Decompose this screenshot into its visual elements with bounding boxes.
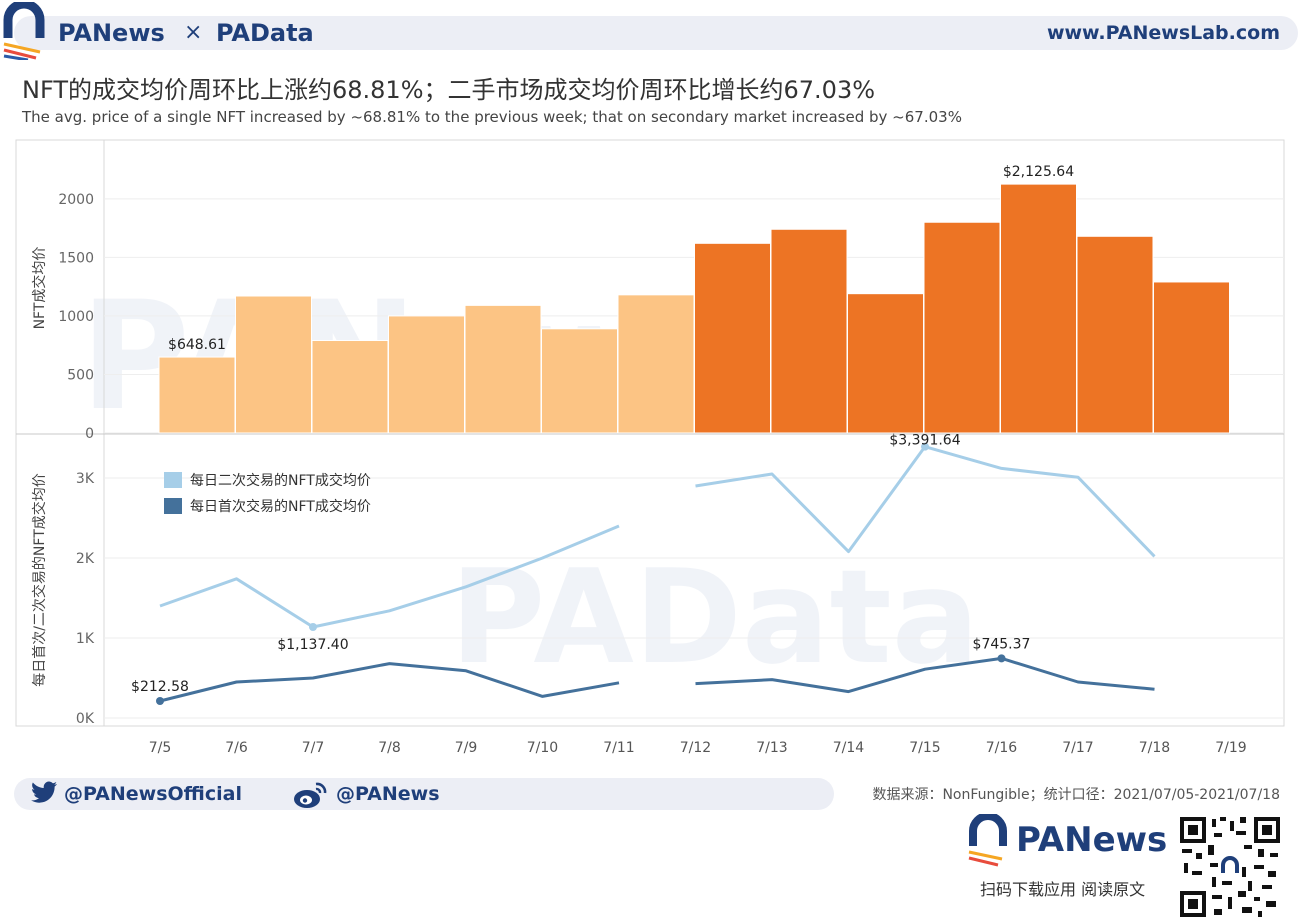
xtick-label: 7/7 [302,740,325,756]
chart-title: NFT的成交均价周环比上涨约68.81%；二手市场成交均价周环比增长约67.03… [22,76,876,104]
bar-7/16 [1000,183,1077,434]
xtick-label: 7/19 [1215,740,1246,756]
brand-panews: PANews [58,19,165,47]
ytick-label-bottom: 2K [76,551,95,567]
panews-logo-icon [3,2,45,60]
bar-7/17 [1076,235,1154,434]
panews-footer-logo-icon [968,814,1007,867]
ylabel-bottom: 每日首次/二次交易的NFT成交均价 [31,473,48,687]
bar-7/15 [923,221,1001,434]
xtick-label: 7/12 [680,740,711,756]
twitter-icon [31,781,57,803]
line-point [921,442,929,451]
ytick-label-top: 500 [67,367,94,383]
ylabel-top: NFT成交均价 [31,247,48,330]
weibo-handle[interactable]: @PANews [336,783,440,805]
line-data-label: $212.58 [131,679,189,695]
xtick-label: 7/6 [225,740,248,756]
bar-7/5 [158,356,236,434]
line-series-2 [159,662,620,703]
ytick-label-top: 1000 [58,309,94,325]
xtick-label: 7/13 [756,740,787,756]
data-source: 数据来源：NonFungible；统计口径：2021/07/05-2021/07… [872,787,1280,803]
bar-7/13 [770,228,848,434]
bar-7/6 [235,295,312,434]
xtick-label: 7/14 [833,740,865,756]
legend-label: 每日首次交易的NFT成交均价 [190,498,371,515]
xtick-label: 7/11 [603,740,634,756]
brand-times: × [184,20,203,45]
header-bar [14,16,1298,50]
line-series-1 [159,524,620,629]
line-series-1 [695,445,1156,558]
bar-7/11 [617,294,695,434]
bar-data-label: $648.61 [168,337,226,353]
bar-7/10 [541,328,618,434]
xtick-label: 7/17 [1062,740,1093,756]
line-point [156,696,164,705]
ytick-label-bottom: 1K [76,631,95,647]
line-data-label: $3,391.64 [889,433,960,449]
bar-7/12 [694,242,771,434]
xtick-label: 7/8 [378,740,401,756]
bar-7/9 [464,304,542,434]
line-point [997,654,1006,663]
bar-7/7 [311,340,389,434]
weibo-icon [294,782,327,808]
website-link[interactable]: www.PANewsLab.com [1046,22,1280,44]
footer-bar [14,778,834,810]
axis-labels: 0 500 1000 1500 2000 0K 1K 2K 3K NFT成交均价每日首次/二次交易… [31,192,1247,756]
bar-data-label: $2,125.64 [1003,164,1074,180]
watermark-padata: PAData [450,541,979,693]
ytick-label-top: 1500 [58,250,94,266]
line-series-2 [695,656,1155,694]
legend-label: 每日二次交易的NFT成交均价 [190,472,371,489]
twitter-handle[interactable]: @PANewsOfficial [64,783,242,805]
scan-text: 扫码下载应用 阅读原文 [980,880,1146,899]
bar-7/8 [388,315,465,434]
xtick-label: 7/10 [527,740,558,756]
line-series [156,442,1156,705]
line-point [309,623,317,632]
xtick-label: 7/18 [1139,740,1170,756]
xtick-label: 7/9 [455,740,478,756]
qr-code-icon[interactable] [1178,815,1282,919]
legend-swatch [164,472,182,488]
bar-series [158,183,1230,434]
xtick-label: 7/15 [909,740,940,756]
chart-subtitle: The avg. price of a single NFT increased… [22,108,962,126]
data-labels: $648.61 $2,125.64 $1,137.40 $3,391.64 $212.5… [131,164,1074,695]
bar-7/18 [1153,281,1230,434]
line-data-label: $745.37 [973,636,1031,652]
footer-brand: PANews [1016,820,1168,860]
bar-7/14 [847,293,924,434]
ytick-label-bottom: 0K [76,711,95,727]
ytick-label-top: 0 [85,426,94,442]
brand-padata: PAData [216,19,314,47]
line-data-label: $1,137.40 [277,637,348,653]
xtick-label: 7/16 [986,740,1018,756]
legend-swatch [164,498,182,514]
ytick-label-top: 2000 [58,192,94,208]
ytick-label-bottom: 3K [76,471,95,487]
xtick-label: 7/5 [149,740,172,756]
